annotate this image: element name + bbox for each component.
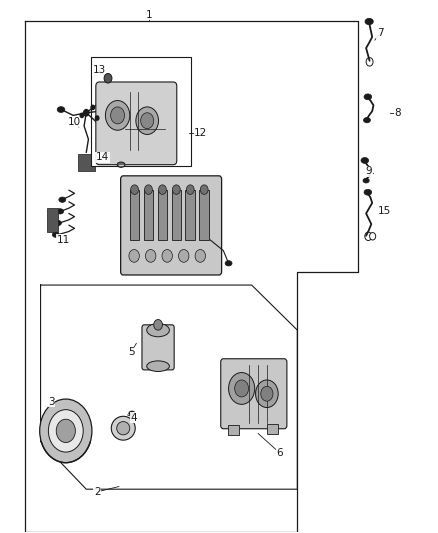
Text: 9: 9 <box>366 166 372 176</box>
Bar <box>144 190 153 240</box>
Text: 4: 4 <box>131 413 138 423</box>
Circle shape <box>84 110 89 116</box>
Text: 6: 6 <box>277 448 283 458</box>
Circle shape <box>136 107 159 134</box>
Bar <box>47 208 58 232</box>
Bar <box>172 190 181 240</box>
Ellipse shape <box>52 232 59 237</box>
Ellipse shape <box>119 82 128 88</box>
Ellipse shape <box>111 416 135 440</box>
Ellipse shape <box>147 324 170 337</box>
Circle shape <box>129 249 139 262</box>
Circle shape <box>131 185 138 195</box>
Circle shape <box>162 249 173 262</box>
Ellipse shape <box>117 162 125 167</box>
Ellipse shape <box>361 158 369 164</box>
Bar <box>158 190 167 240</box>
FancyBboxPatch shape <box>120 176 222 275</box>
Bar <box>267 424 278 433</box>
Bar <box>78 154 95 171</box>
Circle shape <box>195 249 205 262</box>
Circle shape <box>154 319 162 330</box>
Circle shape <box>366 58 373 66</box>
Ellipse shape <box>364 117 371 123</box>
Circle shape <box>40 399 92 463</box>
Text: 2: 2 <box>94 487 100 497</box>
Text: 11: 11 <box>57 235 70 245</box>
Circle shape <box>104 74 112 83</box>
Ellipse shape <box>147 361 170 372</box>
Text: 3: 3 <box>48 397 55 407</box>
FancyBboxPatch shape <box>96 82 177 165</box>
Text: 10: 10 <box>67 117 81 127</box>
Ellipse shape <box>59 197 66 203</box>
Ellipse shape <box>126 120 134 126</box>
Circle shape <box>91 106 95 110</box>
Bar <box>130 190 139 240</box>
Circle shape <box>95 116 99 120</box>
Circle shape <box>145 185 152 195</box>
Text: 1: 1 <box>146 10 153 20</box>
Circle shape <box>179 249 189 262</box>
Bar <box>199 190 209 240</box>
Circle shape <box>56 419 75 442</box>
Circle shape <box>80 114 84 117</box>
Text: 15: 15 <box>378 206 391 216</box>
Circle shape <box>173 185 180 195</box>
Ellipse shape <box>364 189 372 195</box>
Ellipse shape <box>364 94 372 100</box>
Ellipse shape <box>365 18 373 25</box>
Circle shape <box>106 101 130 130</box>
Circle shape <box>370 232 376 240</box>
Ellipse shape <box>363 178 369 183</box>
Ellipse shape <box>129 411 135 416</box>
Circle shape <box>235 380 249 397</box>
Circle shape <box>365 232 372 240</box>
Bar <box>91 57 191 166</box>
Text: 7: 7 <box>377 28 383 38</box>
Ellipse shape <box>57 107 65 112</box>
Text: 12: 12 <box>194 128 207 138</box>
Circle shape <box>145 249 156 262</box>
Circle shape <box>48 410 83 452</box>
Text: 14: 14 <box>96 152 109 162</box>
Circle shape <box>229 373 254 405</box>
Text: 13: 13 <box>93 66 106 75</box>
FancyBboxPatch shape <box>221 359 287 429</box>
Circle shape <box>111 107 124 124</box>
Bar <box>185 190 195 240</box>
Bar <box>228 424 239 435</box>
Circle shape <box>186 185 194 195</box>
Text: 8: 8 <box>394 108 401 118</box>
Ellipse shape <box>225 261 232 266</box>
Ellipse shape <box>117 422 130 435</box>
Text: 5: 5 <box>128 348 134 358</box>
Circle shape <box>200 185 208 195</box>
Ellipse shape <box>57 209 64 214</box>
Ellipse shape <box>107 136 116 142</box>
Ellipse shape <box>54 220 61 225</box>
Circle shape <box>141 113 154 128</box>
Circle shape <box>261 386 273 401</box>
FancyBboxPatch shape <box>142 325 174 370</box>
Circle shape <box>159 185 166 195</box>
Circle shape <box>255 380 278 408</box>
